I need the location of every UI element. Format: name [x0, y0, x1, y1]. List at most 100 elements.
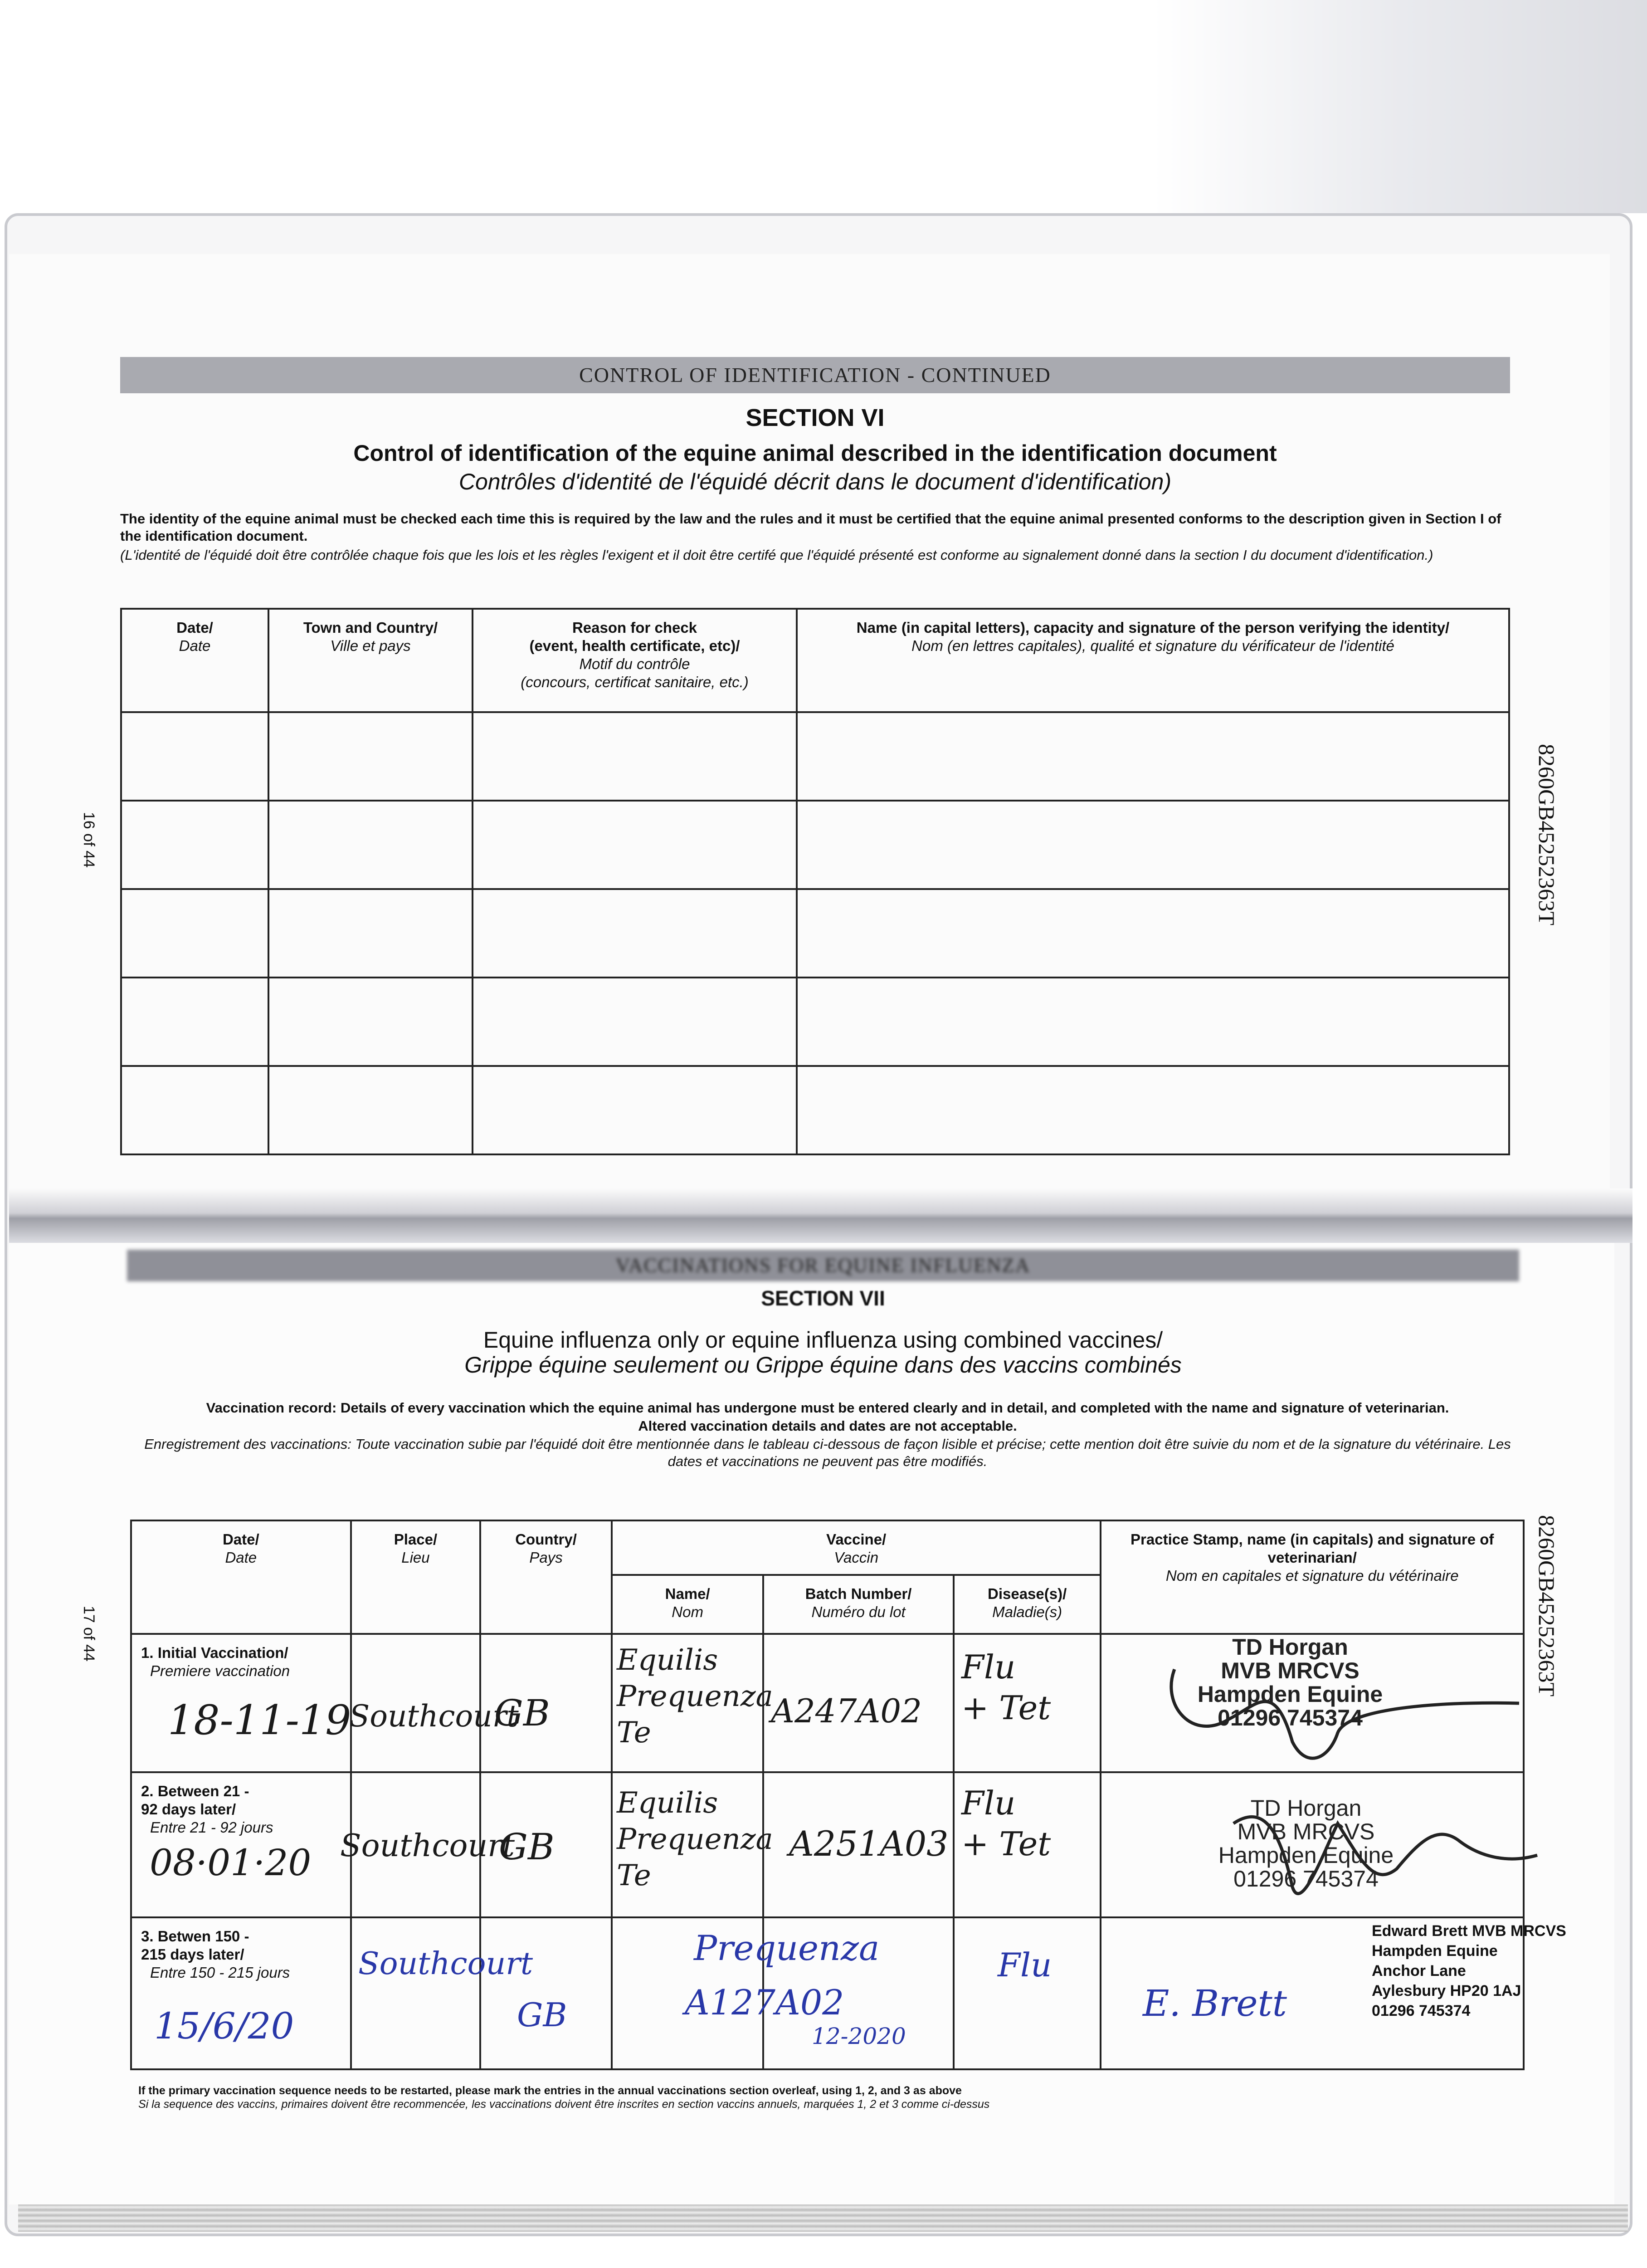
handwritten-vaccine-name: Equilis Prequenza Te [617, 1643, 773, 1750]
scanner-background [0, 0, 1647, 213]
intro-text: Vaccination record: Details of every vac… [206, 1400, 1449, 1416]
document-id: 8260GB45252363T [1534, 744, 1559, 925]
col-disease: Disease(s)/ [988, 1585, 1067, 1602]
table-row [120, 977, 1510, 1067]
intro-text-fr: (L'identité de l'équidé doit être contrô… [120, 547, 1433, 563]
stamp-line: Edward Brett MVB MRCVS [1372, 1922, 1566, 1940]
handwritten-batch: A251A03 [789, 1823, 949, 1864]
stamp-line: Hampden Equine [1372, 1942, 1498, 1960]
stamp-line: Anchor Lane [1372, 1962, 1466, 1980]
page-number: 17 of 44 [80, 1606, 97, 1662]
table-row [120, 1065, 1510, 1155]
vaccination-table: Date/Date Place/Lieu Country/Pays Vaccin… [130, 1520, 1525, 2070]
row-label-fr: Entre 150 - 215 jours [150, 1964, 290, 1981]
vet-signature [1169, 1668, 1520, 1760]
table-row: 3. Betwen 150 - 215 days later/Entre 150… [130, 1916, 1525, 2070]
col-name: Name/ [665, 1585, 710, 1602]
handwritten-place: Southcourt [340, 1828, 515, 1864]
col-town-fr: Ville et pays [330, 637, 411, 654]
handwritten-vaccine-name: Prequenza [694, 1928, 880, 1968]
table-header: Date/Date Place/Lieu Country/Pays Vaccin… [130, 1520, 1525, 1635]
col-date: Date/ [222, 1531, 259, 1548]
document-id: 8260GB45252363T [1534, 1515, 1559, 1696]
section-title: Equine influenza only or equine influenz… [483, 1327, 1163, 1353]
vet-signature [1233, 1815, 1538, 1896]
col-country-fr: Pays [529, 1549, 563, 1566]
col-vaccine: Vaccine/ [826, 1531, 887, 1548]
handwritten-country: GB [517, 1996, 567, 2034]
section-heading: SECTION VII [761, 1286, 885, 1310]
vet-signature: E. Brett [1143, 1982, 1287, 2024]
stamp-line: TD Horgan [1232, 1634, 1348, 1660]
identity-check-table: Date/Date Town and Country/Ville et pays… [120, 608, 1510, 1155]
col-town: Town and Country/ [303, 619, 438, 636]
section-banner: CONTROL OF IDENTIFICATION - CONTINUED [120, 357, 1510, 393]
table-row: 1. Initial Vaccination/Premiere vaccinat… [130, 1633, 1525, 1773]
intro-text: The identity of the equine animal must b… [120, 511, 1501, 544]
col-name: Name (in capital letters), capacity and … [856, 619, 1450, 636]
col-disease-fr: Maladie(s) [992, 1603, 1062, 1620]
table-row: 2. Between 21 - 92 days later/Entre 21 -… [130, 1771, 1525, 1918]
col-reason-fr: Motif du contrôle [579, 655, 690, 672]
col-name-fr: Nom [672, 1603, 703, 1620]
row-label-fr: Entre 21 - 92 jours [150, 1819, 273, 1836]
stamp-line: 01296 745374 [1372, 2002, 1471, 2019]
intro-text-fr: Enregistrement des vaccinations: Toute v… [144, 1436, 1511, 1469]
section-heading: SECTION VI [746, 404, 885, 431]
intro-text-2: Altered vaccination details and dates ar… [638, 1418, 1017, 1434]
col-country: Country/ [515, 1531, 577, 1548]
handwritten-date: 15/6/20 [154, 2005, 294, 2047]
col-reason-2: (event, health certificate, etc)/ [529, 637, 740, 654]
col-name-fr: Nom (en lettres capitales), qualité et s… [911, 637, 1394, 654]
col-place-fr: Lieu [401, 1549, 430, 1566]
row-label: 3. Betwen 150 - 215 days later/ [141, 1928, 249, 1963]
page-number: 16 of 44 [80, 812, 97, 868]
table-row [120, 800, 1510, 890]
vet-stamp: Edward Brett MVB MRCVS Hampden Equine Anch… [1372, 1921, 1566, 2021]
table-row [120, 711, 1510, 802]
table-header: Date/Date Town and Country/Ville et pays… [120, 608, 1510, 713]
col-date-fr: Date [179, 637, 211, 654]
col-batch: Batch Number/ [805, 1585, 912, 1602]
handwritten-disease: Flu + Tet [961, 1648, 1051, 1727]
handwritten-expiry: 12-2020 [812, 2023, 906, 2049]
footer-note: If the primary vaccination sequence need… [138, 2084, 962, 2097]
booklet-fold [9, 1188, 1632, 1243]
col-stamp-fr: Nom en capitales et signature du vétérin… [1165, 1567, 1459, 1584]
section-title: Control of identification of the equine … [353, 440, 1277, 466]
col-vaccine-fr: Vaccin [834, 1549, 879, 1566]
handwritten-date: 08·01·20 [150, 1842, 312, 1884]
page-edges [18, 2204, 1628, 2232]
vet-stamp: TD Horgan MVB MRCVS Hampden Equine 01296 74… [1111, 1635, 1469, 1730]
handwritten-vaccine-name: Equilis Prequenza Te [617, 1786, 773, 1892]
handwritten-country: GB [494, 1692, 550, 1734]
col-reason: Reason for check [572, 619, 697, 636]
col-date: Date/ [176, 619, 213, 636]
stamp-line: Hampden Equine [1197, 1681, 1383, 1707]
stamp-line: Aylesbury HP20 1AJ [1372, 1982, 1521, 1999]
section-banner: VACCINATIONS FOR EQUINE INFLUENZA [127, 1250, 1519, 1281]
section-title-fr: Grippe équine seulement ou Grippe équine… [464, 1352, 1182, 1378]
row-label-fr: Premiere vaccination [150, 1662, 290, 1679]
stamp-line: MVB MRCVS [1237, 1819, 1375, 1844]
vet-stamp: TD Horgan MVB MRCVS Hampden Equine 01296 74… [1134, 1796, 1478, 1891]
stamp-line: MVB MRCVS [1221, 1658, 1360, 1683]
footer-note-fr: Si la sequence des vaccins, primaires do… [138, 2098, 990, 2111]
col-batch-fr: Numéro du lot [811, 1603, 906, 1620]
handwritten-disease: Flu + Tet [961, 1784, 1051, 1863]
table-row [120, 888, 1510, 978]
stamp-line: TD Horgan [1250, 1795, 1362, 1821]
section-title-fr: Contrôles d'identité de l'équidé décrit … [458, 469, 1172, 494]
handwritten-disease: Flu [998, 1946, 1052, 1984]
col-reason-fr2: (concours, certificat sanitaire, etc.) [521, 674, 749, 690]
handwritten-batch: A127A02 [685, 1982, 844, 2023]
handwritten-place: Southcourt [349, 1699, 519, 1734]
handwritten-date: 18-11-19 [168, 1696, 351, 1744]
row-label: 1. Initial Vaccination/ [141, 1644, 288, 1661]
col-stamp: Practice Stamp, name (in capitals) and s… [1130, 1531, 1494, 1566]
col-place: Place/ [394, 1531, 438, 1548]
handwritten-country: GB [499, 1826, 555, 1868]
row-label: 2. Between 21 - 92 days later/ [141, 1783, 249, 1818]
handwritten-place: Southcourt [358, 1946, 533, 1982]
col-date-fr: Date [225, 1549, 257, 1566]
